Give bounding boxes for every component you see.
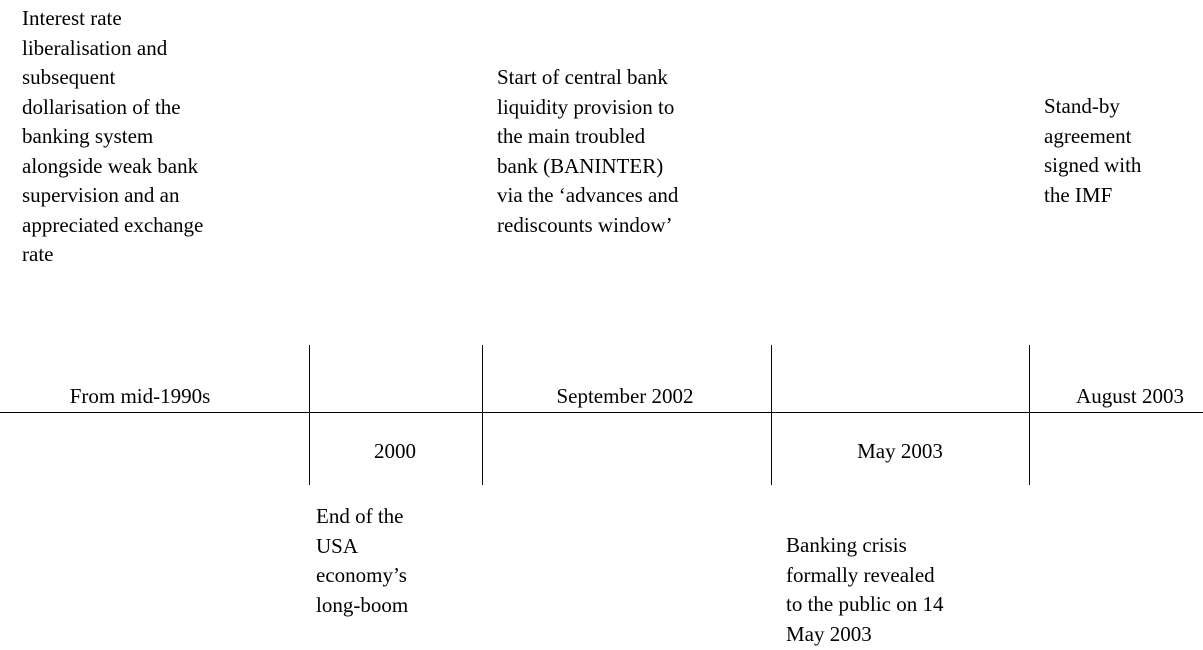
description-line: alongside weak bank: [22, 153, 199, 178]
description-line: supervision and an: [22, 183, 180, 207]
divider: [309, 345, 310, 485]
description-line: signed with: [1044, 153, 1142, 177]
description-line: the main troubled: [497, 124, 646, 148]
description-line: liberalisation and: [22, 35, 168, 60]
description-line: long-boom: [316, 592, 409, 617]
event-date: May 2003: [857, 439, 943, 463]
divider: [482, 345, 483, 485]
divider: [1029, 345, 1030, 485]
description-line: via the ‘advances and: [497, 183, 679, 207]
event-date: September 2002: [556, 384, 694, 408]
event-description: Interest rate liberalisation and subsequen…: [22, 4, 203, 270]
description-line: to the public on 14: [786, 592, 944, 616]
description-line: Interest rate: [22, 6, 122, 30]
description-line: Start of central bank: [497, 65, 668, 89]
description-line: banking system: [22, 124, 154, 148]
description-line: subsequent: [22, 65, 116, 89]
divider: [771, 345, 772, 485]
description-line: End of the: [316, 504, 404, 528]
event-description: Start of central bank liquidity provision…: [497, 63, 678, 240]
description-line: formally revealed: [786, 562, 935, 587]
event-description: End of the USA economy’s long-boom: [316, 502, 408, 620]
axis-line: [0, 412, 1203, 413]
description-line: dollarisation of the: [22, 94, 181, 119]
description-line: May 2003: [786, 621, 872, 646]
event-description: Banking crisis formally revealed to the pu…: [786, 531, 943, 649]
description-line: USA: [316, 533, 359, 558]
description-line: Stand-by: [1044, 94, 1120, 118]
description-line: rate: [22, 242, 54, 266]
description-line: appreciated exchange: [22, 212, 204, 237]
description-line: rediscounts window’: [497, 212, 673, 237]
description-line: the IMF: [1044, 182, 1113, 207]
event-date: August 2003: [1076, 384, 1184, 408]
event-date: From mid-1990s: [69, 384, 211, 408]
event-description: Stand-by agreement signed with the IMF: [1044, 92, 1141, 210]
description-line: bank (BANINTER): [497, 153, 664, 178]
description-line: agreement: [1044, 123, 1132, 148]
description-line: Banking crisis: [786, 533, 907, 557]
description-line: liquidity provision to: [497, 94, 675, 119]
description-line: economy’s: [316, 563, 407, 587]
event-date: 2000: [374, 439, 416, 463]
